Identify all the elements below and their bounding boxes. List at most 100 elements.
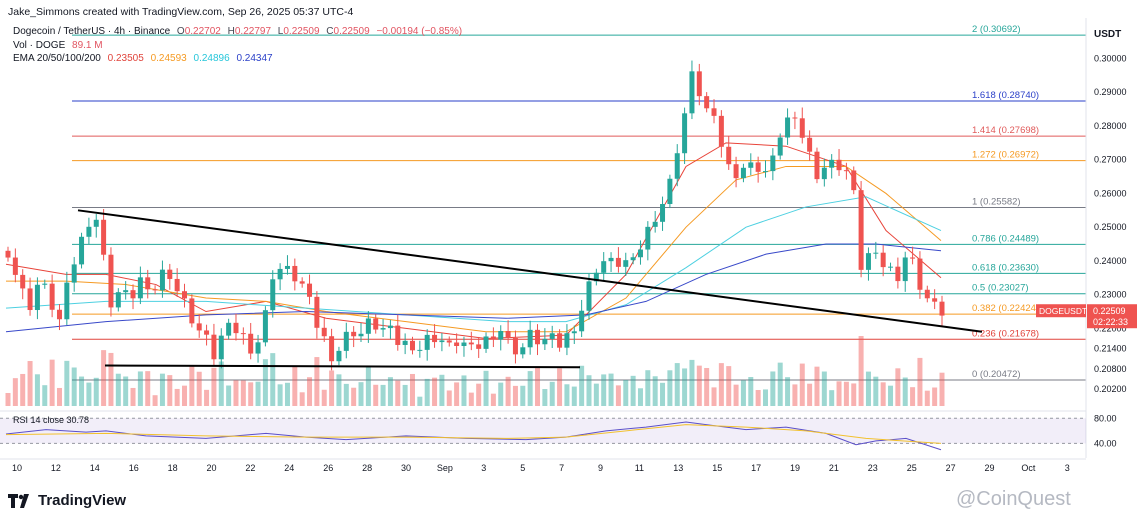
time-tick-label: 29 <box>984 463 994 473</box>
volume-bar <box>851 383 857 406</box>
candle <box>277 268 283 280</box>
fib-label: 0.382 (0.22424) <box>972 303 1039 314</box>
chart-credit: Jake_Simmons created with TradingView.co… <box>8 6 354 18</box>
price-tick-label: 0.23000 <box>1094 290 1127 300</box>
volume-bar <box>814 366 820 406</box>
candle <box>314 296 320 328</box>
volume-bar <box>387 377 393 406</box>
candle <box>902 257 908 282</box>
candle <box>189 298 195 324</box>
candle <box>292 265 298 282</box>
candle <box>402 340 408 345</box>
candle <box>395 325 401 345</box>
candle <box>71 264 77 283</box>
candle <box>248 333 254 354</box>
volume-bar <box>770 371 776 406</box>
volume-bar <box>895 368 901 406</box>
volume-bar <box>637 388 643 406</box>
tradingview-logo-text: TradingView <box>38 492 127 509</box>
tradingview-logo[interactable]: TradingView <box>8 492 126 509</box>
candle <box>432 334 438 343</box>
volume-bar <box>512 385 518 406</box>
candle <box>182 291 188 299</box>
volume-bar <box>380 384 386 406</box>
volume-bar <box>270 353 276 406</box>
candle <box>152 289 158 291</box>
volume-bar <box>159 373 165 406</box>
candle <box>255 342 261 354</box>
candle <box>226 322 232 336</box>
ema200-line <box>5 243 942 333</box>
fib-label: 2 (0.30692) <box>972 24 1021 35</box>
time-tick-label: 11 <box>635 463 644 473</box>
volume-bar <box>108 352 114 406</box>
volume-bar <box>79 376 85 406</box>
volume-bar <box>461 375 467 406</box>
volume-bar <box>505 376 511 406</box>
time-tick-label: 3 <box>481 463 486 473</box>
ohlc-high-label: H <box>227 26 235 37</box>
time-tick-label: 21 <box>829 463 839 473</box>
candle <box>542 338 548 345</box>
symbol-name: Dogecoin / TetherUS · 4h · Binance <box>13 26 171 37</box>
volume-bar <box>240 380 246 406</box>
candle <box>476 344 482 349</box>
volume-bar <box>86 382 92 406</box>
candle <box>667 178 673 205</box>
time-tick-label: 18 <box>168 463 178 473</box>
ema50-value: 0.24593 <box>150 53 187 64</box>
volume-bar <box>314 357 320 406</box>
volume-bar <box>20 373 26 406</box>
volume-bar <box>182 385 188 406</box>
volume-bar <box>189 365 195 406</box>
trendline[interactable] <box>104 364 581 369</box>
candle <box>439 340 445 343</box>
volume-bar <box>821 371 827 406</box>
candle <box>27 288 33 311</box>
volume-bar <box>417 396 423 406</box>
ema20-value: 0.23505 <box>107 53 144 64</box>
candle <box>557 333 563 348</box>
time-tick-label: 16 <box>129 463 139 473</box>
time-tick-label: 22 <box>245 463 255 473</box>
volume-bar <box>307 377 313 406</box>
candle <box>814 151 820 180</box>
price-tick-label: 0.28000 <box>1094 121 1127 131</box>
volume-bar <box>130 387 136 406</box>
volume-bar <box>711 387 717 406</box>
ohlc-open-label: O <box>176 26 185 37</box>
ema200-value: 0.24347 <box>236 53 273 64</box>
price-tick-label: 0.27000 <box>1094 155 1127 165</box>
volume-bar <box>262 359 268 406</box>
volume-legend: Vol · DOGE 89.1 M <box>13 40 107 51</box>
volume-bar <box>843 381 849 406</box>
volume-bar <box>167 375 173 406</box>
volume-bar <box>689 359 695 406</box>
price-tick-label: 0.22000 <box>1094 323 1127 333</box>
candle <box>380 328 386 330</box>
fib-label: 1 (0.25582) <box>972 197 1021 208</box>
rsi-ma-line <box>5 424 942 444</box>
price-tick-label: 0.24000 <box>1094 256 1127 266</box>
trendline[interactable] <box>77 209 983 333</box>
time-tick-label: 17 <box>751 463 761 473</box>
volume-bar <box>196 371 202 406</box>
fib-label: 1.618 (0.28740) <box>972 90 1039 101</box>
time-tick-label: 9 <box>598 463 603 473</box>
candle <box>755 162 761 172</box>
fib-label: 0.236 (0.21678) <box>972 328 1039 339</box>
time-tick-label: 30 <box>401 463 411 473</box>
candle <box>204 330 210 335</box>
candle <box>785 117 791 138</box>
volume-bar <box>836 381 842 406</box>
volume-bar <box>56 387 62 406</box>
volume-bar <box>696 365 702 406</box>
volume-bar <box>601 374 607 406</box>
candle <box>535 329 541 345</box>
volume-bar <box>718 363 724 406</box>
watermark: @CoinQuest <box>956 488 1071 511</box>
volume-bar <box>145 371 151 406</box>
volume-bar <box>34 374 40 406</box>
symbol-legend: Dogecoin / TetherUS · 4h · Binance O0.22… <box>13 26 466 37</box>
